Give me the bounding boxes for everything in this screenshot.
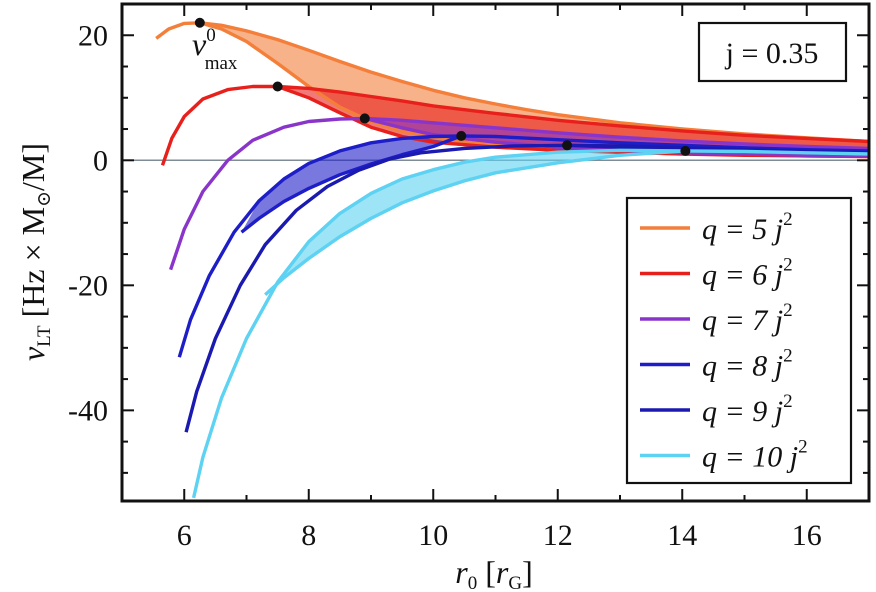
curve-upper-q10 [191,148,869,499]
x-tick-label: 14 [667,519,697,552]
max-point-q7 [359,113,370,124]
max-point-q8 [456,130,467,141]
max-label-sup: 0 [206,25,216,46]
y-tick-label: 20 [78,19,108,52]
x-axis-label: r0 [rG] [455,554,532,592]
y-label-sub: LT [34,325,55,347]
max-point-q9 [562,140,573,151]
curve-upper-q9 [184,143,869,433]
curve-lower-q10 [264,149,686,296]
annotation-box: j = 0.35 [697,21,848,83]
y-tick-label: -40 [68,394,108,427]
x-tick-label: 10 [418,519,448,552]
max-point-q6 [272,81,283,92]
curve-upper-q8 [177,134,869,358]
legend-label-q8: q = 8 j2 [702,346,793,383]
max-points [194,17,691,156]
max-label: ν0 max [192,25,238,74]
y-tick-labels: 20 0 -20 -40 [68,19,108,427]
y-label-unit-tail: /M] [15,143,51,191]
legend-label-q9: q = 9 j2 [702,391,793,428]
x-label-main: r [455,554,468,590]
curve-lower-q7 [364,116,869,158]
legend: q = 5 j2 q = 6 j2 q = 7 j2 q = 8 j2 q = 9 j2… [625,196,853,485]
x-tick-label: 12 [543,519,573,552]
y-label-main: ν [15,346,51,361]
max-label-symbol: ν [192,26,207,62]
x-label-sub: 0 [468,573,478,592]
x-tick-labels: 6 8 10 12 14 16 [177,519,822,552]
max-point-q5 [194,17,205,28]
series-curves [155,21,869,499]
x-tick-label: 16 [792,519,822,552]
y-label-unit: [Hz × M [15,207,51,325]
band-q10 [265,150,869,295]
y-label-unit-sub: ⊙ [34,191,55,207]
curve-upper-q6 [160,84,869,166]
y-tick-label: -20 [68,269,108,302]
legend-label-q10: q = 10 j2 [702,437,808,474]
y-tick-label: 0 [93,144,108,177]
annotation-text: j = 0.35 [725,37,819,70]
x-label-close: ] [522,554,533,590]
legend-label-q7: q = 7 j2 [702,300,793,337]
legend-items: q = 5 j2 q = 6 j2 q = 7 j2 q = 8 j2 q = 9 j2… [640,209,808,474]
legend-label-q6: q = 6 j2 [702,255,793,292]
x-tick-label: 6 [177,519,192,552]
plot-frame [120,2,871,503]
legend-label-q5: q = 5 j2 [702,209,793,246]
max-label-sub: max [205,53,238,74]
x-label-unit-sub: G [508,573,522,592]
x-tick-label: 8 [301,519,316,552]
curve-lower-q8 [240,134,462,234]
y-axis-label: νLT [Hz × M⊙/M] [15,143,55,361]
x-label-unit: r [496,554,509,590]
x-label-open: [ [477,554,496,590]
max-point-q10 [680,145,691,156]
curve-upper-q7 [168,116,869,271]
